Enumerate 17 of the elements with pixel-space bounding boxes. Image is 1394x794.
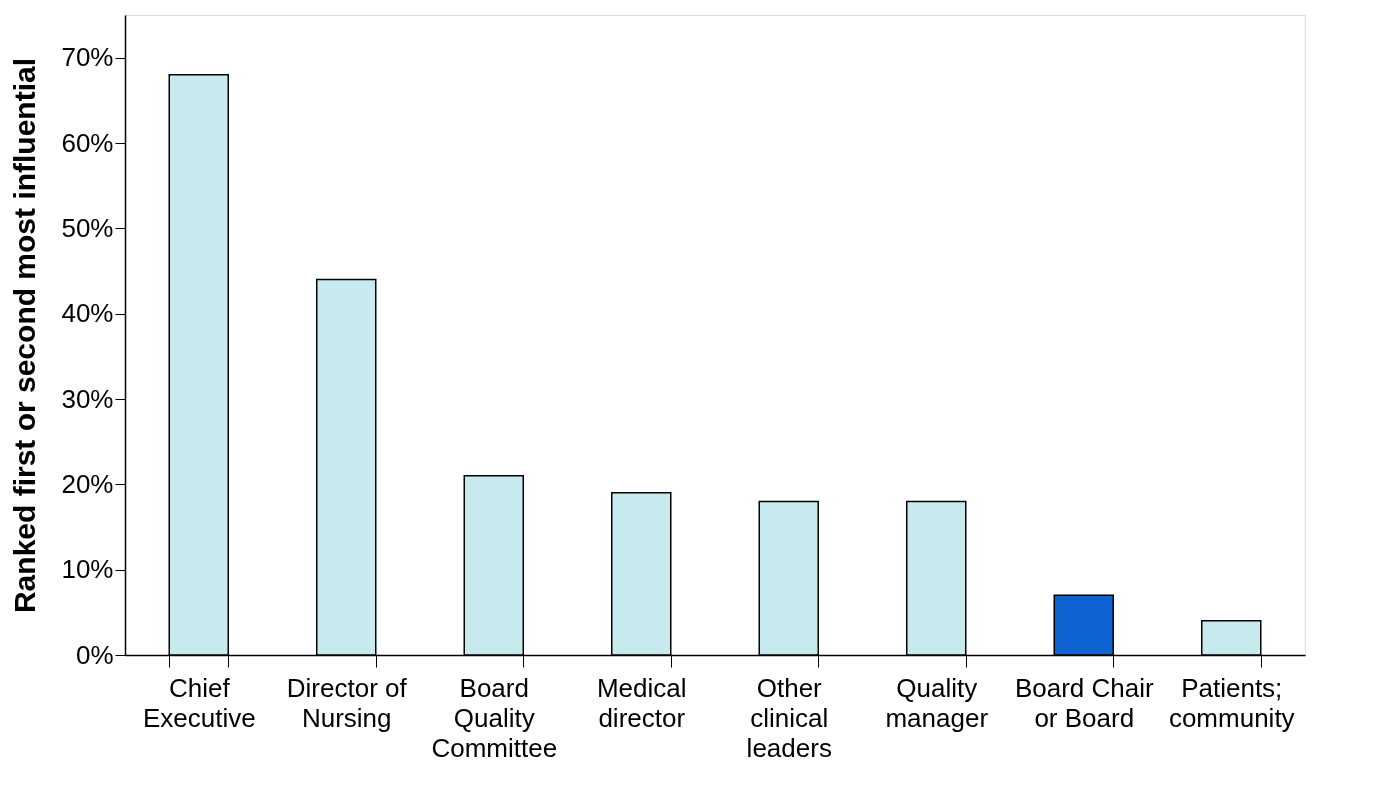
x-tick-label: Patients; community: [1168, 672, 1295, 733]
y-axis-title: Ranked first or second most influential: [8, 57, 42, 614]
y-tick-label: 60%: [61, 127, 114, 158]
x-tick-label: Other clinical leaders: [746, 672, 832, 763]
y-tick-label: 50%: [61, 212, 114, 243]
x-tick-label: Director of Nursing: [286, 672, 408, 733]
y-tick-label: 20%: [61, 468, 114, 499]
x-tick-label: Chief Executive: [142, 672, 256, 733]
x-tick-label: Medical director: [596, 672, 687, 733]
x-tick-label: Quality manager: [885, 672, 989, 733]
y-tick-label: 10%: [61, 554, 114, 585]
y-tick-label: 0%: [75, 639, 114, 670]
x-tick-label: Board Chair or Board: [1014, 672, 1154, 733]
x-tick-label: Board Quality Committee: [431, 672, 558, 763]
y-tick-label: 40%: [61, 298, 114, 329]
y-tick-label: 70%: [61, 42, 114, 73]
y-tick-label: 30%: [61, 383, 114, 414]
